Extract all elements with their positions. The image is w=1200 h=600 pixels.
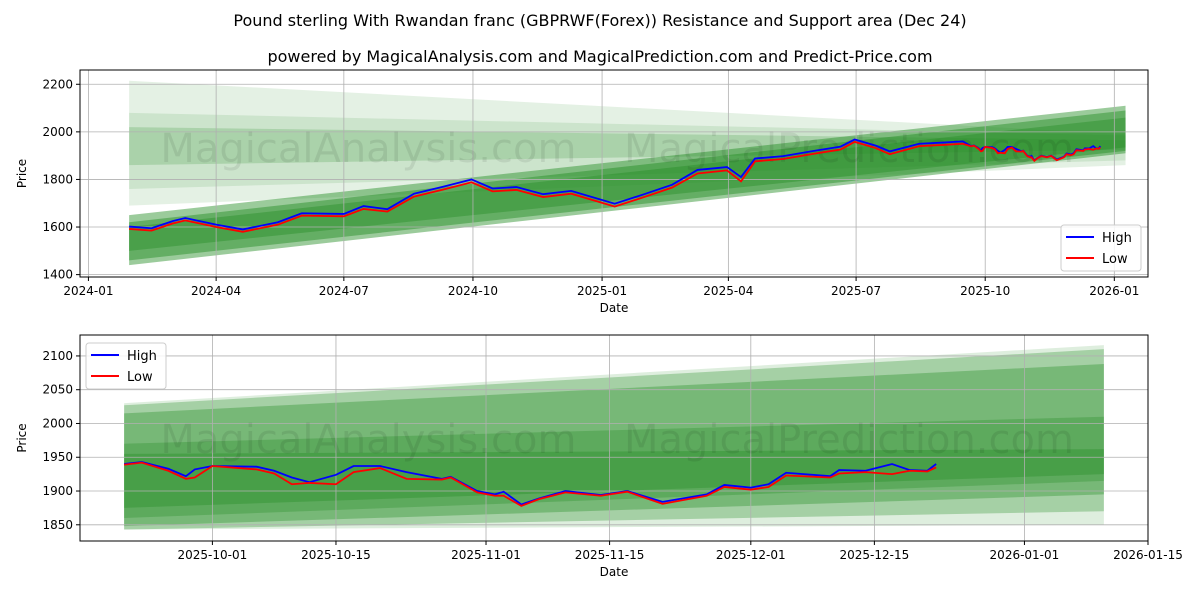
y-tick-label: 2000: [42, 125, 73, 139]
chart-subtitle: powered by MagicalAnalysis.com and Magic…: [267, 47, 932, 66]
y-axis-label: Price: [15, 159, 29, 188]
series-line-low: [124, 461, 937, 507]
x-tick-label: 2024-01: [63, 284, 113, 298]
y-tick-label: 1900: [42, 484, 73, 498]
y-tick-label: 1400: [42, 268, 73, 282]
x-tick-label: 2026-01-01: [990, 548, 1060, 562]
y-tick-label: 2000: [42, 416, 73, 430]
legend: High Low: [1060, 224, 1142, 272]
x-axis-label: Date: [600, 301, 629, 315]
support-resistance-band: [124, 345, 1104, 530]
y-axis-label: Price: [15, 423, 29, 452]
plot-area: MagicalAnalysis.com MagicalPrediction.com: [80, 70, 1148, 277]
y-tick-label: 1800: [42, 172, 73, 186]
x-tick-label: 2026-01: [1089, 284, 1139, 298]
series-line-high: [124, 461, 937, 506]
axes-frame: [79, 69, 1149, 278]
legend: High Low: [85, 342, 167, 390]
y-tick-label: 2100: [42, 349, 73, 363]
y-tick-label: 1600: [42, 220, 73, 234]
y-tick-label: 1950: [42, 450, 73, 464]
x-tick-label: 2024-10: [448, 284, 498, 298]
series-line-low: [129, 140, 1101, 233]
x-tick-label: 2025-10: [960, 284, 1010, 298]
x-tick-label: 2025-11-01: [451, 548, 521, 562]
watermark: MagicalAnalysis.com: [160, 126, 576, 172]
x-tick-label: 2025-12-01: [716, 548, 786, 562]
x-axis-label: Date: [600, 565, 629, 579]
watermark: MagicalPrediction.com: [624, 417, 1074, 463]
bottom-chart: MagicalAnalysis.com MagicalPrediction.com…: [15, 334, 1183, 579]
x-tick-label: 2025-01: [577, 284, 627, 298]
x-tick-label: 2024-07: [319, 284, 369, 298]
x-tick-label: 2025-07: [831, 284, 881, 298]
x-tick-label: 2026-01-15: [1113, 548, 1183, 562]
y-tick-label: 2200: [42, 77, 73, 91]
x-tick-label: 2025-10-15: [301, 548, 371, 562]
chart-title: Pound sterling With Rwandan franc (GBPRW…: [233, 11, 966, 30]
x-tick-label: 2025-12-15: [840, 548, 910, 562]
support-resistance-band: [124, 364, 1104, 527]
axes-frame: [79, 334, 1149, 542]
x-tick-label: 2025-10-01: [178, 548, 248, 562]
x-tick-label: 2025-04: [703, 284, 753, 298]
support-resistance-band: [129, 80, 1126, 206]
legend-label-low: Low: [1102, 252, 1128, 267]
legend-label-high: High: [1102, 231, 1132, 246]
y-tick-label: 1850: [42, 518, 73, 532]
watermark: MagicalAnalysis.com: [160, 417, 576, 463]
support-resistance-band: [124, 349, 1104, 530]
support-resistance-band: [124, 449, 1104, 508]
x-tick-label: 2025-11-15: [575, 548, 645, 562]
support-resistance-band: [129, 117, 1126, 251]
x-tick-label: 2024-04: [191, 284, 241, 298]
top-chart: MagicalAnalysis.com MagicalPrediction.com…: [15, 69, 1149, 315]
watermark: MagicalPrediction.com: [624, 126, 1074, 172]
legend-label-low: Low: [127, 370, 153, 385]
support-resistance-band: [124, 416, 1104, 519]
legend-label-high: High: [127, 349, 157, 364]
y-tick-label: 2050: [42, 383, 73, 397]
plot-area: MagicalAnalysis.com MagicalPrediction.com: [80, 335, 1148, 541]
support-resistance-band: [129, 127, 1126, 166]
